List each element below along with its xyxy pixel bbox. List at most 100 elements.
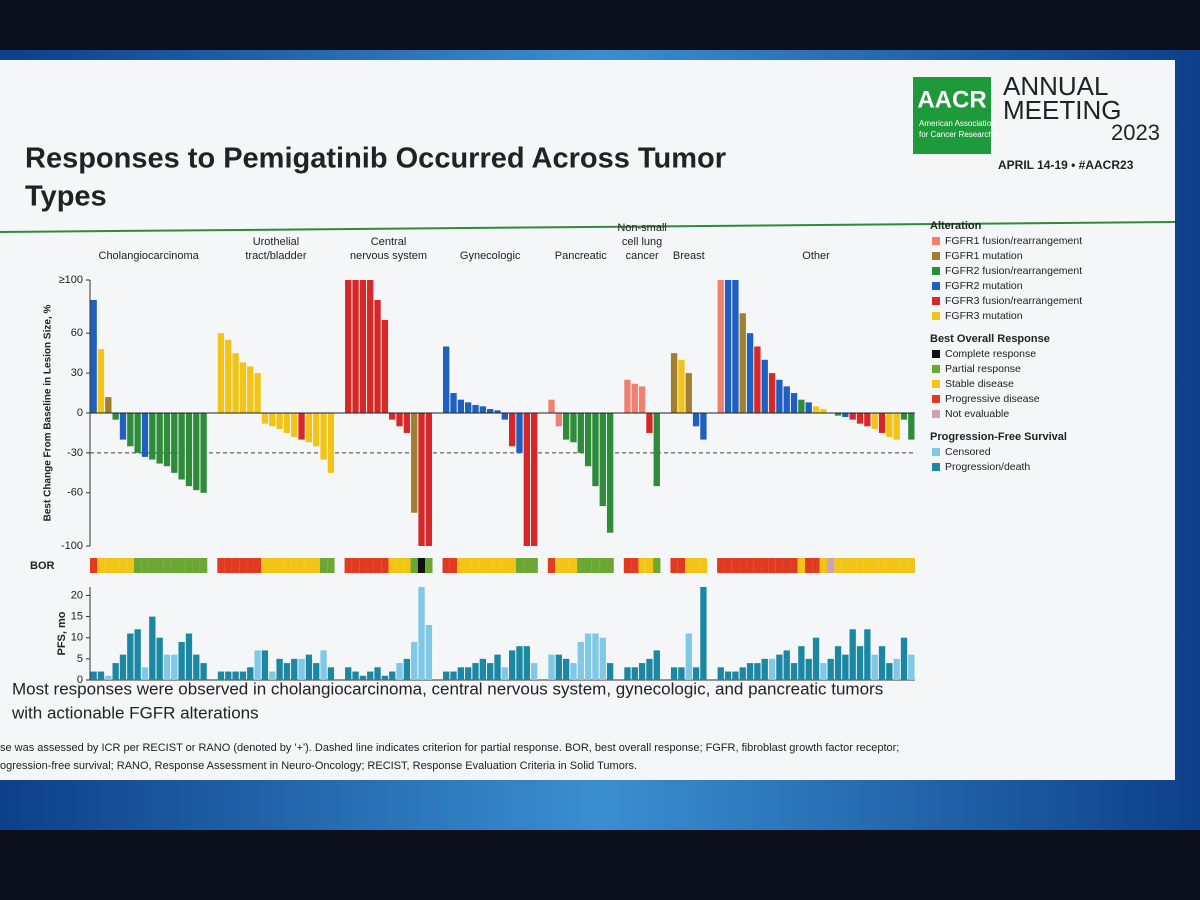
bar bbox=[396, 413, 403, 427]
bar bbox=[732, 671, 739, 680]
bar bbox=[200, 413, 207, 493]
bor-cell bbox=[366, 558, 374, 573]
bor-cell bbox=[185, 558, 193, 573]
bar bbox=[105, 675, 112, 680]
bar bbox=[638, 386, 646, 413]
bar bbox=[754, 346, 761, 413]
bar bbox=[606, 413, 614, 533]
bar bbox=[592, 413, 599, 487]
bor-cell bbox=[569, 558, 578, 573]
bor-cell bbox=[790, 558, 798, 573]
bor-cell bbox=[224, 558, 232, 573]
bor-cell bbox=[283, 558, 291, 573]
bar bbox=[606, 663, 614, 680]
legend-label: Progressive disease bbox=[945, 393, 1040, 405]
bor-cell bbox=[449, 558, 458, 573]
bar bbox=[599, 637, 606, 680]
bar bbox=[225, 339, 232, 413]
bor-cell bbox=[217, 558, 225, 573]
bar bbox=[450, 393, 457, 413]
bar bbox=[562, 413, 570, 440]
bar bbox=[790, 393, 798, 413]
bar bbox=[592, 633, 599, 680]
bor-cell bbox=[246, 558, 254, 573]
bar bbox=[908, 654, 915, 680]
bar bbox=[570, 413, 577, 443]
bor-cell bbox=[457, 558, 465, 573]
bar bbox=[776, 379, 783, 413]
bar bbox=[457, 399, 465, 413]
bor-cell bbox=[111, 558, 120, 573]
bar bbox=[381, 319, 389, 413]
y-tick-label: 30 bbox=[71, 367, 83, 379]
bar bbox=[112, 663, 119, 680]
bor-cell bbox=[849, 558, 857, 573]
bar bbox=[411, 413, 418, 513]
logo-box bbox=[913, 77, 991, 154]
meeting: ANNUAL bbox=[1003, 71, 1108, 101]
bor-cell bbox=[381, 558, 389, 573]
bar bbox=[247, 366, 254, 413]
bar bbox=[508, 413, 516, 447]
bar bbox=[276, 413, 283, 429]
bar bbox=[692, 667, 700, 680]
bor-cell bbox=[523, 558, 531, 573]
bar bbox=[225, 671, 232, 680]
bar bbox=[494, 654, 501, 680]
legend-label: FGFR3 mutation bbox=[945, 310, 1023, 322]
y-tick-label: 0 bbox=[77, 407, 83, 419]
bor-cell bbox=[577, 558, 585, 573]
bar bbox=[105, 397, 112, 413]
bar bbox=[584, 633, 592, 680]
bor-cell bbox=[493, 558, 502, 573]
bor-cell bbox=[163, 558, 171, 573]
y-tick-label: 5 bbox=[77, 653, 83, 665]
bar bbox=[548, 399, 555, 413]
legend-label: Complete response bbox=[945, 348, 1036, 360]
bar bbox=[359, 280, 367, 413]
bar bbox=[320, 650, 327, 680]
bar bbox=[298, 413, 305, 440]
bor-cell bbox=[819, 558, 828, 573]
bar bbox=[599, 413, 606, 507]
summary: with actionable FGFR alterations bbox=[11, 703, 259, 722]
bor-cell bbox=[555, 558, 563, 573]
bor-cell bbox=[606, 558, 614, 573]
bor-cell bbox=[479, 558, 487, 573]
legend-title: Alteration bbox=[930, 220, 982, 232]
bar bbox=[886, 413, 893, 437]
bar bbox=[508, 650, 516, 680]
bar bbox=[570, 663, 577, 680]
legend-swatch bbox=[932, 463, 940, 471]
bor-cell bbox=[501, 558, 509, 573]
bar bbox=[864, 413, 871, 427]
bor-cell bbox=[97, 558, 105, 573]
bar bbox=[367, 280, 374, 413]
bar bbox=[425, 625, 433, 680]
legend-label: FGFR1 mutation bbox=[945, 250, 1023, 262]
bar bbox=[171, 413, 178, 473]
legend-swatch bbox=[932, 395, 940, 403]
legend-swatch bbox=[932, 237, 940, 245]
bar bbox=[327, 413, 335, 473]
bar bbox=[479, 658, 487, 680]
legend-swatch bbox=[932, 267, 940, 275]
bar bbox=[805, 402, 812, 413]
bar bbox=[685, 373, 692, 413]
bor-cell bbox=[753, 558, 762, 573]
bar bbox=[812, 406, 820, 413]
legend-swatch bbox=[932, 282, 940, 290]
y-tick-label: -100 bbox=[61, 540, 83, 552]
bar bbox=[555, 654, 562, 680]
bar bbox=[320, 413, 327, 460]
bor-cell bbox=[417, 558, 426, 573]
bar bbox=[232, 671, 239, 680]
bar bbox=[119, 654, 127, 680]
bar bbox=[746, 333, 754, 413]
bar bbox=[367, 671, 374, 680]
group-label: Urothelial bbox=[253, 236, 299, 248]
bar bbox=[403, 658, 411, 680]
bor-cell bbox=[268, 558, 276, 573]
bar bbox=[678, 359, 685, 413]
